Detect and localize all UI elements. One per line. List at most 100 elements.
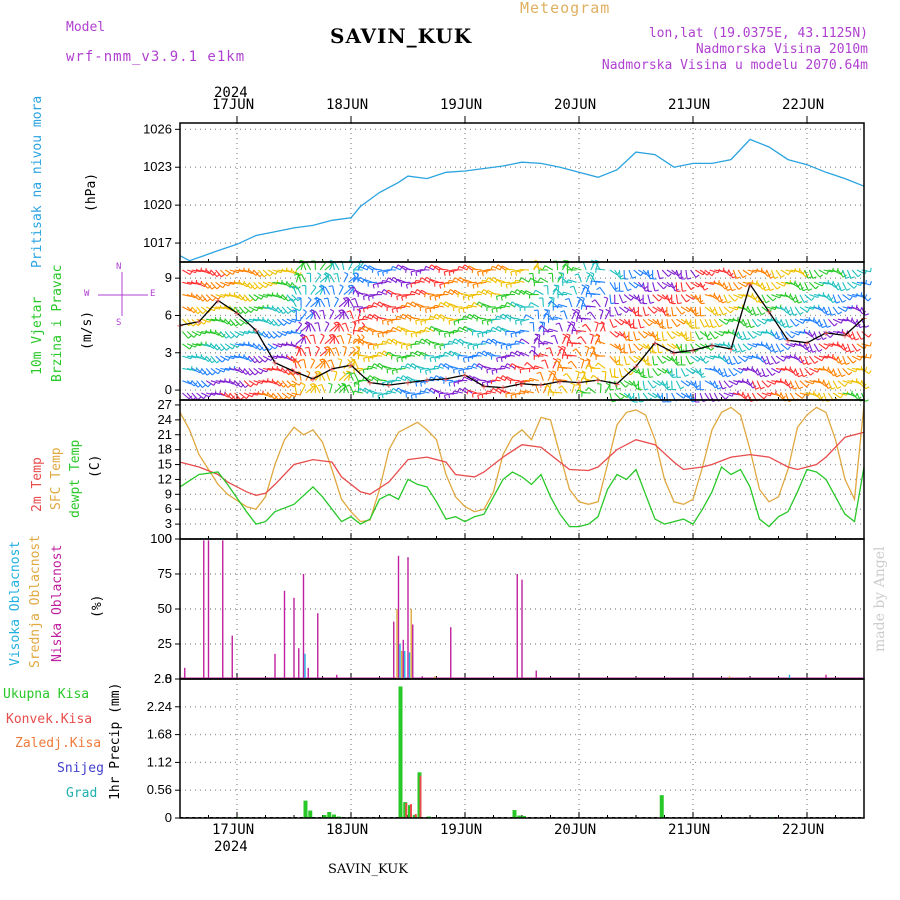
- wind-barb: [804, 306, 814, 310]
- wind-barb-flag: [400, 327, 403, 332]
- wind-barb: [856, 306, 864, 315]
- wind-barb: [752, 281, 761, 288]
- wind-barb: [539, 372, 544, 381]
- wind-barb-flag: [294, 273, 299, 276]
- wind-barb: [182, 343, 191, 350]
- wind-barb: [510, 330, 520, 335]
- wind-barb: [291, 306, 301, 312]
- wind-barb: [827, 306, 833, 316]
- wind-barb-flag: [491, 370, 494, 375]
- top-date-label: 19JUN: [440, 97, 483, 113]
- wind-barb: [633, 294, 640, 302]
- wind-barb-flag: [269, 272, 273, 277]
- wind-barb: [258, 281, 266, 289]
- wind-gust-mark: +: [215, 296, 221, 308]
- wind-barb: [771, 294, 780, 299]
- wind-barb-flag: [504, 376, 508, 381]
- wind-barb: [378, 351, 387, 357]
- wind-barb-flag: [357, 266, 360, 271]
- wind-barb: [229, 318, 237, 327]
- wind-barb-flag: [779, 392, 782, 397]
- wind-barb-flag: [357, 292, 360, 298]
- wind-barb-flag: [741, 337, 746, 341]
- wind-barb: [205, 368, 213, 376]
- wind-barb-flag: [414, 289, 418, 294]
- wind-gust-mark: +: [405, 378, 411, 390]
- wind-barb-flag: [533, 265, 536, 270]
- wind-barb-flag: [415, 333, 418, 338]
- wind-barb: [220, 269, 228, 277]
- wind-barb: [832, 355, 840, 364]
- wind-barb: [248, 380, 257, 386]
- wind-barb: [491, 292, 501, 296]
- wind-barb: [652, 392, 661, 399]
- wind-barb-flag: [462, 296, 465, 301]
- wind-barb-flag: [254, 297, 259, 302]
- wind-barb-flag: [396, 357, 399, 363]
- wind-barb: [444, 290, 454, 296]
- wind-barb: [248, 330, 258, 335]
- wind-barb: [552, 297, 555, 307]
- wind-barb: [588, 387, 596, 394]
- wind-barb-flag: [377, 283, 379, 288]
- wind-barb-flag: [864, 399, 869, 402]
- wind-barb-flag: [476, 317, 479, 322]
- wind-barb-flag: [259, 359, 263, 364]
- wind-barb: [348, 276, 356, 283]
- wind-barb: [747, 269, 757, 273]
- wind-barb-flag: [442, 351, 446, 356]
- wind-barb-flag: [590, 352, 593, 358]
- wind-barb: [215, 318, 225, 323]
- precip-bar: [405, 803, 408, 818]
- wind-barb-flag: [452, 338, 456, 343]
- wind-barb: [818, 343, 827, 350]
- wind-barb-flag: [557, 367, 559, 372]
- wind-barb-flag: [613, 325, 618, 329]
- wind-barb-flag: [297, 273, 302, 277]
- altitude-label: Nadmorska Visina 2010m: [695, 42, 868, 57]
- wind-barb-flag: [552, 288, 557, 293]
- wind-barb-flag: [257, 391, 260, 396]
- wind-barb-flag: [490, 266, 493, 271]
- wind-barb: [510, 379, 520, 382]
- y-tick-label: 1026: [143, 121, 172, 136]
- wind-barb-flag: [443, 283, 446, 288]
- wind-barb-flag: [376, 363, 380, 368]
- wind-barb: [555, 288, 563, 296]
- wind-barb-flag: [496, 358, 499, 363]
- wind-barb: [439, 392, 449, 395]
- wind-barb: [286, 281, 294, 289]
- t2m-line: [179, 431, 865, 496]
- wind-barb: [809, 367, 818, 373]
- wind-barb: [317, 322, 321, 332]
- wind-barb-flag: [663, 285, 667, 290]
- wind-barb: [775, 281, 785, 287]
- wind-barb: [430, 278, 440, 283]
- wind-barb: [482, 303, 492, 308]
- wind-barb: [368, 343, 378, 346]
- wind-barb-flag: [562, 373, 567, 377]
- wind-barb-flag: [268, 347, 273, 351]
- wind-barb-flag: [612, 400, 617, 403]
- wind-barb-flag: [850, 350, 855, 353]
- wind-barb: [411, 290, 421, 296]
- wind-barb: [742, 269, 751, 276]
- wind-barb: [675, 294, 679, 304]
- wind-barb: [723, 368, 728, 378]
- wind-barb-flag: [514, 333, 517, 338]
- wind-barb: [851, 355, 861, 361]
- pressure-line: [179, 138, 865, 262]
- wind-barb: [210, 355, 218, 364]
- wind-barb: [291, 392, 301, 396]
- wind-barb: [718, 281, 726, 290]
- wind-barb-flag: [362, 279, 365, 284]
- wind-barb: [281, 367, 290, 375]
- wind-barb: [186, 392, 194, 401]
- wind-barb-flag: [669, 283, 673, 288]
- wind-barb: [671, 380, 673, 390]
- wind-barb-flag: [458, 370, 461, 375]
- wind-barb: [775, 343, 781, 352]
- wind-barb-flag: [312, 384, 317, 388]
- wind-barb: [595, 322, 599, 332]
- wind-barb: [558, 303, 568, 308]
